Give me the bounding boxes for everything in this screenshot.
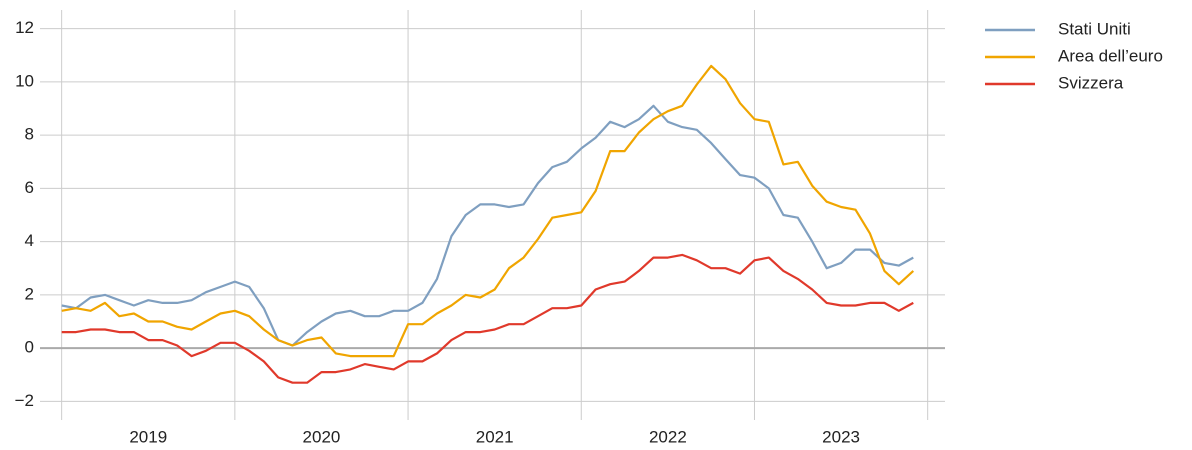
series-line: [61, 104, 914, 347]
y-tick-label: 2: [25, 284, 34, 303]
legend-label: Stati Uniti: [1058, 19, 1131, 38]
series-line: [61, 253, 914, 384]
x-tick-label: 2020: [303, 427, 341, 446]
y-tick-label: 8: [25, 125, 34, 144]
x-tick-label: 2021: [476, 427, 514, 446]
y-tick-label: 0: [25, 338, 34, 357]
x-tick-label: 2023: [822, 427, 860, 446]
legend-label: Svizzera: [1058, 73, 1124, 92]
series-line: [61, 64, 915, 358]
y-tick-label: 12: [15, 18, 34, 37]
y-tick-label: −2: [15, 391, 34, 410]
x-tick-label: 2019: [129, 427, 167, 446]
x-tick-label: 2022: [649, 427, 687, 446]
legend-label: Area dell’euro: [1058, 46, 1163, 65]
y-tick-label: 4: [25, 231, 34, 250]
y-tick-label: 10: [15, 71, 34, 90]
y-tick-label: 6: [25, 178, 34, 197]
